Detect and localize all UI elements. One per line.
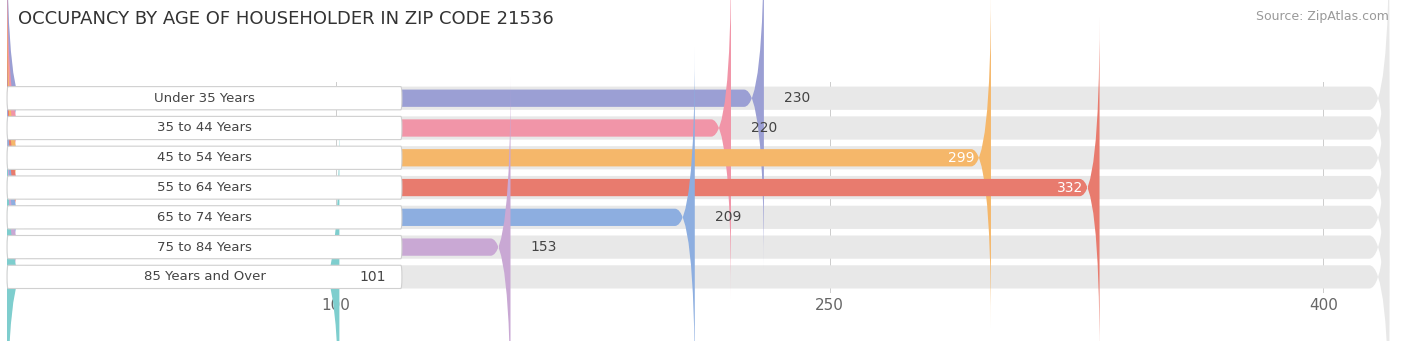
FancyBboxPatch shape (7, 206, 402, 229)
Text: OCCUPANCY BY AGE OF HOUSEHOLDER IN ZIP CODE 21536: OCCUPANCY BY AGE OF HOUSEHOLDER IN ZIP C… (18, 10, 554, 28)
FancyBboxPatch shape (7, 116, 402, 139)
Text: 332: 332 (1057, 180, 1083, 195)
FancyBboxPatch shape (7, 236, 402, 259)
Text: 55 to 64 Years: 55 to 64 Years (157, 181, 252, 194)
FancyBboxPatch shape (7, 77, 510, 341)
Text: Source: ZipAtlas.com: Source: ZipAtlas.com (1256, 10, 1389, 23)
Text: 209: 209 (714, 210, 741, 224)
FancyBboxPatch shape (7, 0, 763, 268)
Text: 153: 153 (530, 240, 557, 254)
FancyBboxPatch shape (7, 107, 339, 341)
FancyBboxPatch shape (7, 0, 1389, 265)
FancyBboxPatch shape (7, 0, 1389, 295)
FancyBboxPatch shape (7, 17, 1099, 341)
Text: 299: 299 (948, 151, 974, 165)
FancyBboxPatch shape (7, 0, 991, 328)
Text: 220: 220 (751, 121, 778, 135)
Text: 230: 230 (783, 91, 810, 105)
Text: 101: 101 (359, 270, 385, 284)
FancyBboxPatch shape (7, 0, 731, 298)
Text: 65 to 74 Years: 65 to 74 Years (157, 211, 252, 224)
FancyBboxPatch shape (7, 80, 1389, 341)
FancyBboxPatch shape (7, 50, 1389, 341)
Text: 85 Years and Over: 85 Years and Over (143, 270, 266, 283)
FancyBboxPatch shape (7, 110, 1389, 341)
Text: 75 to 84 Years: 75 to 84 Years (157, 241, 252, 254)
FancyBboxPatch shape (7, 146, 402, 169)
Text: Under 35 Years: Under 35 Years (155, 92, 254, 105)
FancyBboxPatch shape (7, 176, 402, 199)
FancyBboxPatch shape (7, 0, 1389, 325)
Text: 45 to 54 Years: 45 to 54 Years (157, 151, 252, 164)
Text: 35 to 44 Years: 35 to 44 Years (157, 121, 252, 134)
FancyBboxPatch shape (7, 265, 402, 288)
FancyBboxPatch shape (7, 47, 695, 341)
FancyBboxPatch shape (7, 87, 402, 110)
FancyBboxPatch shape (7, 20, 1389, 341)
